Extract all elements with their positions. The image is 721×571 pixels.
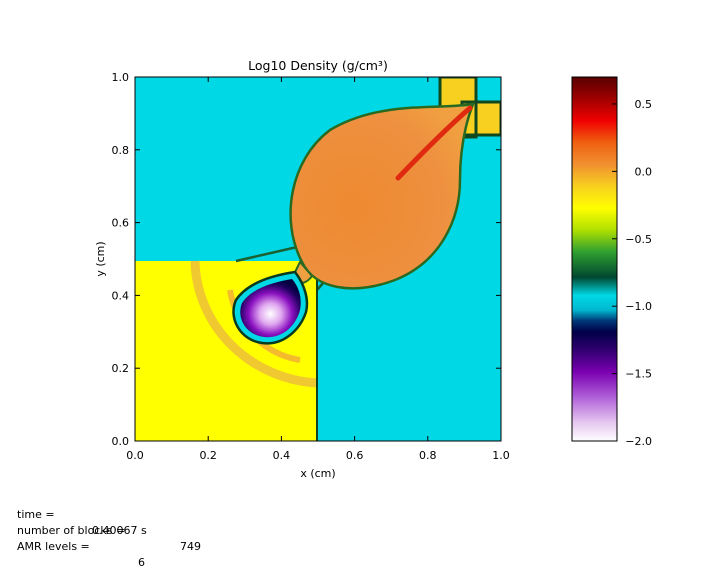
y-tick-label: 0.8 <box>112 144 130 157</box>
lobe-ridge <box>395 105 473 181</box>
y-tick-label: 0.0 <box>112 435 130 448</box>
time-label: time = <box>17 508 55 521</box>
amr-readout: AMR levels = 6 <box>10 523 145 571</box>
x-axis-ticks: 0.0 0.2 0.4 0.6 0.8 1.0 <box>126 77 510 462</box>
y-axis-label: y (cm) <box>94 241 107 276</box>
y-tick-label: 1.0 <box>112 71 130 84</box>
x-tick-label: 1.0 <box>492 449 510 462</box>
colorbar-tick-label: −1.5 <box>625 368 652 381</box>
x-tick-label: 0.8 <box>419 449 437 462</box>
blocks-value: 749 <box>180 540 201 553</box>
colorbar-tick-label: 0.5 <box>635 98 653 111</box>
x-tick-label: 0.4 <box>273 449 291 462</box>
colorbar <box>571 76 618 442</box>
blocks-label: number of blocks = <box>17 524 126 537</box>
density-plot-figure: Log10 Density (g/cm³) 0.0 0.2 0.4 0.6 0.8 1.0… <box>94 58 652 480</box>
colorbar-tick-label: −0.5 <box>625 233 652 246</box>
y-tick-label: 0.2 <box>112 362 130 375</box>
x-tick-label: 0.2 <box>199 449 217 462</box>
amr-value: 6 <box>138 556 145 569</box>
chart-title: Log10 Density (g/cm³) <box>248 58 388 73</box>
x-tick-label: 0.6 <box>346 449 364 462</box>
y-axis-ticks: 0.0 0.2 0.4 0.6 0.8 1.0 <box>112 71 501 448</box>
colorbar-tick-label: 0.0 <box>635 165 653 178</box>
plot-frame <box>134 76 502 442</box>
density-field <box>135 77 501 441</box>
colorbar-ticks: 0.5 0.0 −0.5 −1.0 −1.5 −2.0 <box>612 98 652 448</box>
y-tick-label: 0.6 <box>112 217 130 230</box>
low-density-bubble-core <box>240 279 301 338</box>
x-tick-label: 0.0 <box>126 449 144 462</box>
time-value: 0.40067 s <box>92 524 147 537</box>
x-axis-label: x (cm) <box>300 467 335 480</box>
shock-ring-outer <box>190 260 318 388</box>
colorbar-tick-label: −1.0 <box>625 300 652 313</box>
time-readout: time = 0.40067 s <box>10 491 147 539</box>
amr-label: AMR levels = <box>17 540 90 553</box>
colorbar-tick-label: −2.0 <box>625 435 652 448</box>
y-tick-label: 0.4 <box>112 289 130 302</box>
shear-line-upper <box>235 243 307 263</box>
